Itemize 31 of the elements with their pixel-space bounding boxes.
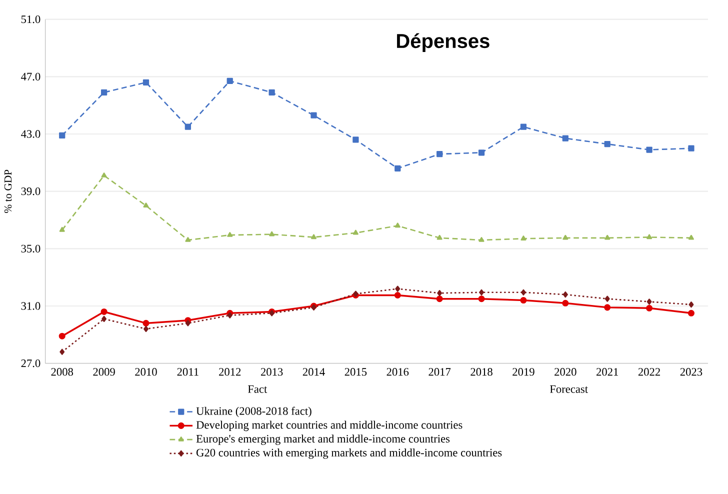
text: Dépenses	[397, 33, 490, 52]
legend-label: G20 countries with emerging markets and middle-income countries	[196, 448, 502, 459]
x-tick-label: 2016	[386, 368, 409, 376]
y-axis-title: % to GDP	[4, 170, 12, 213]
x-tick-label: 2022	[638, 368, 660, 376]
legend-label: Europe's emerging market and middle-income countries	[196, 434, 450, 445]
x-tick-label: 2021	[596, 368, 618, 376]
y-tick-label: 43.0	[21, 130, 40, 138]
y-tick-label: 31.0	[21, 302, 40, 310]
x-tick-label: 2023	[680, 368, 702, 376]
x-tick-label: 2009	[93, 368, 115, 376]
x-tick-label: 2008	[51, 368, 74, 376]
y-tick-label: 27.0	[21, 359, 40, 368]
x-tick-label: 2013	[260, 368, 283, 376]
x-tick-label: 2012	[219, 368, 241, 376]
y-tick-label: 35.0	[21, 244, 40, 253]
legend-label: Developing market countries and middle-income countries	[196, 420, 462, 432]
text: Forecast	[550, 385, 588, 393]
x-tick-label: 2015	[344, 368, 367, 376]
x-tick-label: 2017	[428, 368, 451, 376]
x-tick-label: 2011	[177, 368, 198, 376]
x-tick-label: 2019	[512, 368, 534, 376]
x-tick-label: 2020	[554, 368, 576, 376]
y-tick-label: 39.0	[21, 187, 40, 196]
y-tick-label: 47.0	[21, 72, 40, 81]
x-tick-label: 2014	[302, 368, 325, 376]
x-tick-label: 2018	[470, 368, 492, 376]
legend-label: Ukraine (2008-2018 fact)	[196, 406, 312, 418]
y-tick-label: 51.0	[21, 15, 40, 24]
x-tick-label: 2010	[135, 368, 157, 376]
text: Fact	[248, 385, 268, 393]
